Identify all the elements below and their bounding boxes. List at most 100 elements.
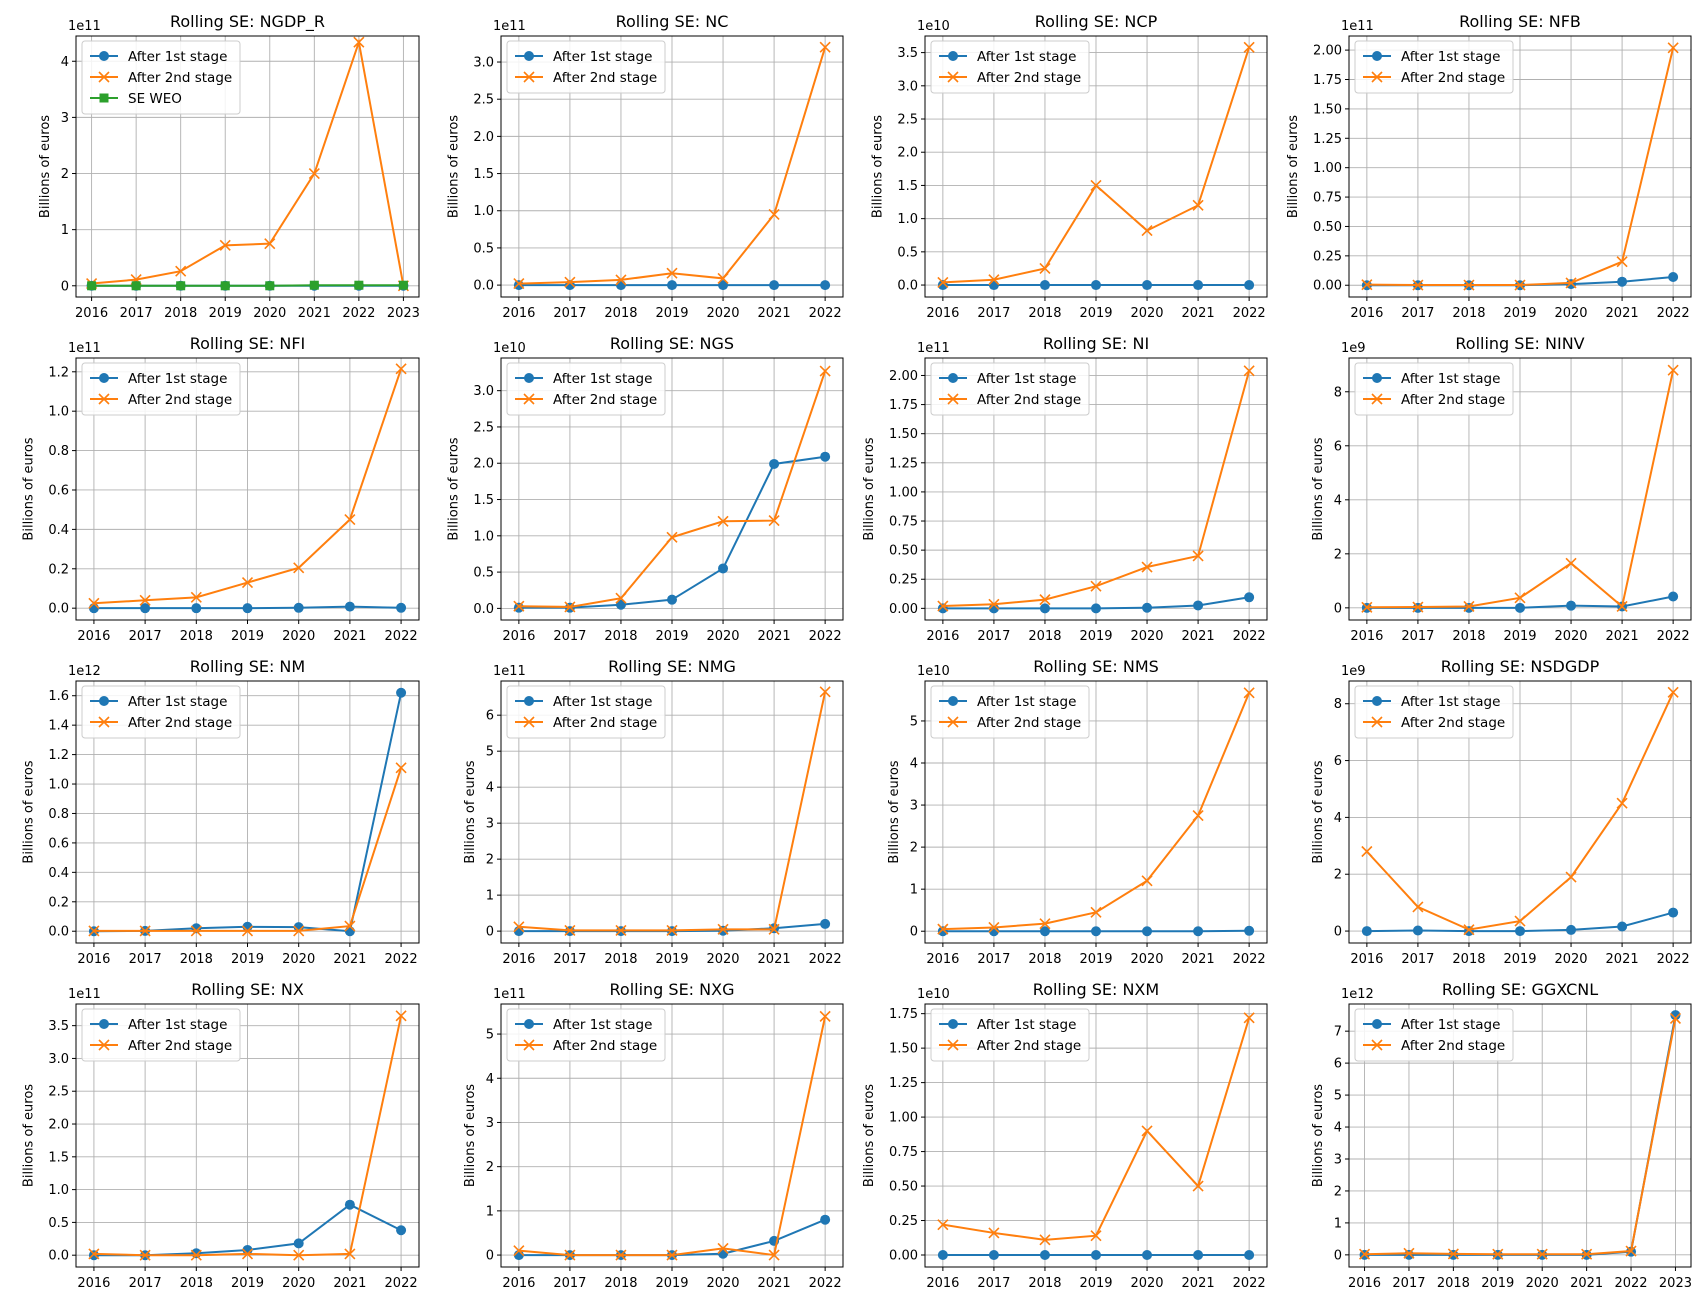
legend-marker: [947, 393, 959, 405]
x-tick-label: 2019: [209, 306, 242, 321]
subplot: 2016 2017 2018 2019 2020 2021 2022 0.0 0.2 0.4 0.6…: [21, 657, 420, 967]
x-tick-label: 2022: [1233, 306, 1266, 321]
x-tick-label: 2017: [553, 1276, 586, 1291]
x-tick-label: 2022: [1233, 629, 1266, 644]
legend-marker: [948, 696, 958, 706]
x-tick-label: 2021: [1570, 1276, 1603, 1291]
y-tick-label: 0.75: [889, 515, 918, 530]
axis-offset-text: 1e9: [1341, 664, 1366, 679]
y-tick-label: 1.75: [1313, 73, 1342, 88]
x-tick-label: 2020: [706, 629, 739, 644]
x-tick-label: 2019: [1503, 629, 1536, 644]
data-point: [666, 1249, 678, 1261]
y-tick-label: 3: [486, 817, 494, 832]
data-point: [241, 577, 254, 589]
data-point: [615, 599, 626, 610]
x-tick-label: 2022: [809, 952, 842, 967]
y-tick-label: 2: [61, 167, 69, 182]
axis-offset-text: 1e9: [1341, 341, 1366, 356]
legend-label: After 1st stage: [977, 1017, 1076, 1033]
y-tick-label: 0.4: [48, 523, 69, 538]
legend-frame: [81, 40, 241, 115]
legend-marker: [948, 1019, 958, 1029]
data-point: [988, 274, 1000, 286]
x-tick-label: 2020: [253, 306, 286, 321]
y-tick-label: 4: [1334, 1121, 1342, 1136]
data-point: [819, 41, 831, 53]
y-axis-label: Billions of euros: [463, 1084, 478, 1187]
data-point: [937, 603, 948, 614]
y-tick-label: 1.0: [473, 529, 494, 544]
y-tick-label: 1.5: [473, 493, 494, 508]
x-tick-label: 2022: [1657, 629, 1690, 644]
axis-offset-text: 1e10: [493, 341, 526, 356]
legend-label: SE WEO: [128, 91, 182, 107]
data-point: [1463, 924, 1475, 936]
legend-label: After 2nd stage: [553, 392, 657, 408]
legend: After 1st stage After 2nd stage: [506, 685, 666, 739]
legend: After 1st stage After 2nd stage: [1354, 1008, 1514, 1062]
x-tick-label: 2016: [75, 306, 108, 321]
legend-label: After 2nd stage: [128, 715, 232, 731]
data-point: [564, 1249, 576, 1261]
legend-frame: [1354, 362, 1514, 416]
data-point: [988, 926, 999, 937]
x-tick-label: 2017: [553, 952, 586, 967]
legend-label: After 2nd stage: [977, 1038, 1081, 1054]
data-point: [1244, 925, 1255, 936]
data-point: [1091, 926, 1101, 937]
data-point: [717, 272, 729, 284]
legend-label: After 1st stage: [128, 49, 227, 65]
y-tick-label: 3.5: [48, 1019, 69, 1034]
y-tick-label: 1.25: [1313, 132, 1342, 147]
legend-label: After 1st stage: [1401, 371, 1500, 387]
x-tick-label: 2020: [706, 306, 739, 321]
chart-title: Rolling SE: NFB: [1459, 12, 1581, 31]
legend-frame: [1354, 1008, 1514, 1062]
chart-title: Rolling SE: NMG: [608, 657, 736, 676]
x-tick-label: 2022: [1657, 952, 1690, 967]
x-tick-label: 2016: [926, 952, 959, 967]
x-tick-label: 2017: [977, 952, 1010, 967]
data-point: [1244, 592, 1255, 603]
y-tick-label: 4: [910, 757, 918, 772]
data-point: [344, 513, 356, 526]
y-tick-label: 0.2: [48, 895, 69, 910]
subplot: 2016 2017 2018 2019 2020 2021 2022 0.00 0.25 0.50…: [1286, 12, 1692, 321]
legend: After 1st stage After 2nd stage: [506, 1008, 666, 1062]
x-tick-label: 2017: [977, 306, 1010, 321]
x-tick-label: 2020: [706, 1276, 739, 1291]
data-point: [396, 687, 407, 698]
x-tick-label: 2016: [926, 306, 959, 321]
y-tick-label: 0.00: [1313, 279, 1342, 294]
data-point: [666, 924, 678, 936]
legend-marker: [99, 93, 109, 103]
y-tick-label: 6: [1334, 1057, 1342, 1072]
data-point: [1039, 594, 1051, 606]
legend-frame: [81, 362, 241, 416]
legend-frame: [506, 40, 666, 94]
y-axis-label: Billions of euros: [1286, 115, 1301, 218]
legend-label: After 2nd stage: [128, 70, 232, 86]
y-tick-label: 2.00: [889, 369, 918, 384]
x-tick-label: 2017: [553, 306, 586, 321]
data-point: [1090, 179, 1102, 191]
y-tick-label: 3.5: [897, 46, 918, 61]
y-tick-label: 2.5: [473, 93, 494, 108]
y-tick-label: 1.75: [889, 398, 918, 413]
x-tick-label: 2018: [1028, 306, 1061, 321]
legend-marker: [1371, 71, 1383, 83]
data-point: [513, 600, 525, 612]
axis-offset-text: 1e11: [493, 664, 526, 679]
series: [513, 686, 831, 936]
chart-title: Rolling SE: NMS: [1033, 657, 1159, 676]
y-tick-label: 1.5: [473, 167, 494, 182]
data-point: [88, 597, 100, 609]
data-point: [718, 563, 729, 574]
legend-label: After 2nd stage: [1401, 1038, 1505, 1054]
x-tick-label: 2022: [809, 629, 842, 644]
y-tick-label: 0.5: [48, 1216, 69, 1231]
series: [1361, 364, 1679, 613]
legend-marker: [947, 716, 959, 728]
data-point: [1039, 1250, 1050, 1261]
